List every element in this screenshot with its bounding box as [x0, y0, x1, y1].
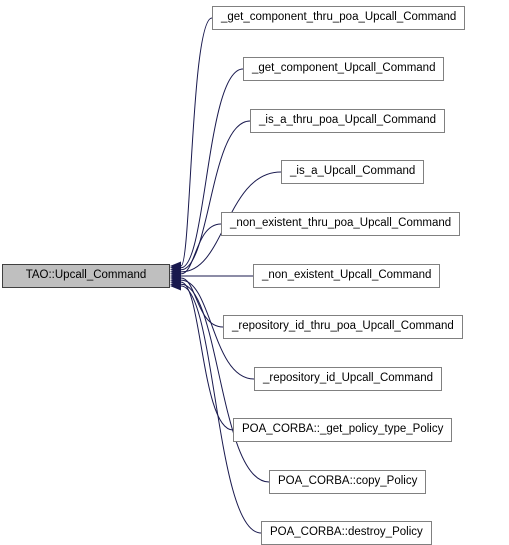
- leaf-node[interactable]: _repository_id_thru_poa_Upcall_Command: [223, 315, 463, 339]
- edge-arrowhead: [170, 278, 181, 287]
- edge-arrowhead: [170, 265, 181, 274]
- leaf-node[interactable]: _is_a_Upcall_Command: [281, 160, 424, 184]
- edge-arrowhead: [170, 272, 181, 281]
- leaf-node[interactable]: _is_a_thru_poa_Upcall_Command: [250, 109, 445, 133]
- node-label: _non_existent_thru_poa_Upcall_Command: [230, 217, 451, 229]
- edge-arrowhead: [170, 282, 181, 291]
- edge-arrowhead: [170, 269, 181, 278]
- edge-arrowhead: [170, 262, 181, 271]
- leaf-node[interactable]: POA_CORBA::destroy_Policy: [261, 521, 432, 545]
- leaf-node[interactable]: POA_CORBA::_get_policy_type_Policy: [233, 418, 452, 442]
- edge-arrowhead: [170, 276, 181, 285]
- edge-arrowhead: [170, 280, 181, 289]
- node-label: _get_component_Upcall_Command: [252, 62, 435, 74]
- node-label: _repository_id_Upcall_Command: [263, 372, 433, 384]
- leaf-node[interactable]: _get_component_thru_poa_Upcall_Command: [212, 6, 465, 30]
- leaf-node[interactable]: _repository_id_Upcall_Command: [254, 367, 442, 391]
- node-label: POA_CORBA::copy_Policy: [278, 475, 417, 487]
- node-label: _is_a_Upcall_Command: [290, 165, 415, 177]
- edge: [181, 224, 221, 274]
- node-label: TAO::Upcall_Command: [26, 269, 147, 281]
- edge: [181, 18, 212, 266]
- inheritance-diagram: TAO::Upcall_Command _get_component_thru_p…: [0, 0, 509, 544]
- node-label: _is_a_thru_poa_Upcall_Command: [259, 114, 436, 126]
- edge-arrowhead: [170, 263, 181, 272]
- leaf-node[interactable]: _non_existent_thru_poa_Upcall_Command: [221, 212, 460, 236]
- node-label: POA_CORBA::_get_policy_type_Policy: [242, 423, 443, 435]
- edge: [181, 282, 233, 430]
- edge: [181, 69, 243, 268]
- edge: [181, 278, 223, 327]
- edge-arrowhead: [170, 274, 181, 283]
- edge-arrowhead: [170, 267, 181, 276]
- edge: [181, 121, 250, 270]
- leaf-node[interactable]: _non_existent_Upcall_Command: [253, 264, 440, 288]
- leaf-node[interactable]: POA_CORBA::copy_Policy: [269, 470, 426, 494]
- node-label: POA_CORBA::destroy_Policy: [270, 526, 423, 538]
- node-label: _non_existent_Upcall_Command: [262, 269, 431, 281]
- node-label: _get_component_thru_poa_Upcall_Command: [221, 11, 456, 23]
- node-label: _repository_id_thru_poa_Upcall_Command: [232, 320, 454, 332]
- leaf-node[interactable]: _get_component_Upcall_Command: [243, 57, 444, 81]
- root-node[interactable]: TAO::Upcall_Command: [2, 264, 170, 288]
